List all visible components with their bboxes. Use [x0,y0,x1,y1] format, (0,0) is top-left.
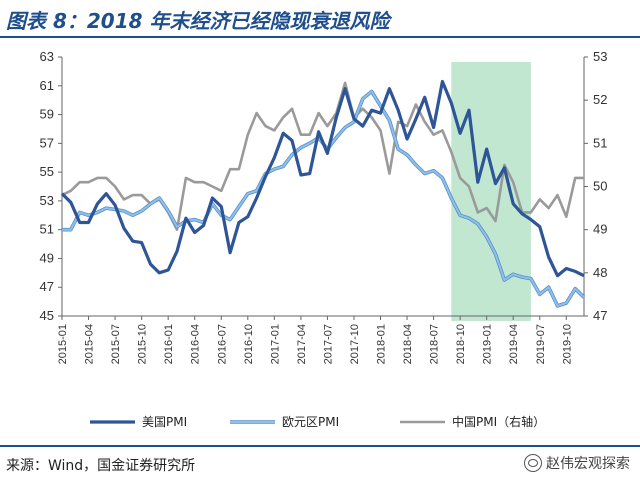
legend-label-0: 美国PMI [142,415,187,429]
x-tick-label: 2019-07 [535,324,547,364]
watermark-text: 赵伟宏观探索 [546,456,630,472]
legend-label-2: 中国PMI（右轴） [452,414,545,429]
watermark: 赵伟宏观探索 [524,453,630,473]
pmi-line-chart: 45 47 49 51 53 55 57 59 61 63 47 48 49 50 51 52 53 2015-0… [40,49,608,429]
source-note: 来源：Wind，国金证券研究所 [6,458,196,474]
y-left-tick-label: 61 [40,78,54,93]
highlight-region [451,62,531,321]
x-tick-label: 2018-10 [455,324,467,364]
x-tick-label: 2017-01 [269,324,281,364]
x-tick-label: 2017-07 [322,324,334,364]
y-right-tick-label: 48 [593,265,607,280]
x-tick-label: 2016-07 [216,324,228,364]
x-tick-label: 2018-07 [429,324,441,364]
y-left-tick-label: 57 [40,135,54,150]
x-tick-label: 2017-10 [349,324,361,364]
y-left-tick-label: 45 [40,308,54,323]
x-tick-label: 2015-07 [110,324,122,364]
x-tick-label: 2016-04 [190,324,202,364]
chart-title: 图表 8：2018 年末经济已经隐现衰退风险 [6,9,390,33]
x-tick-label: 2016-10 [243,324,255,364]
y-right-tick-label: 52 [593,92,607,107]
source-bar: 来源：Wind，国金证券研究所 赵伟宏观探索 [0,445,640,481]
y-right-tick-label: 47 [593,308,607,323]
x-tick-label: 2019-01 [482,324,494,364]
x-tick-label: 2018-01 [376,324,388,364]
series-line-2 [61,81,584,231]
x-tick-label: 2015-04 [84,324,96,364]
y-left-tick-label: 59 [40,107,54,122]
y-left-tick-label: 55 [40,164,54,179]
y-right-tick-label: 51 [593,135,607,150]
x-tick-label: 2017-04 [296,324,308,364]
wechat-icon [524,454,542,472]
x-tick-label: 2019-04 [508,324,520,364]
y-right-tick-label: 50 [593,179,607,194]
x-tick-label: 2015-01 [57,324,69,364]
y-left-tick-label: 63 [40,49,54,64]
x-tick-label: 2018-04 [402,324,414,364]
y-left-tick-label: 49 [40,250,54,265]
x-tick-label: 2019-10 [561,324,573,364]
y-left-tick-label: 47 [40,279,54,294]
x-tick-label: 2015-10 [137,324,149,364]
y-left-tick-label: 53 [40,193,54,208]
series-line-0 [60,79,585,278]
y-right-tick-label: 53 [593,49,607,64]
x-tick-label: 2016-01 [163,324,175,364]
legend-label-1: 欧元区PMI [282,415,339,429]
y-left-tick-label: 51 [40,222,54,237]
y-right-tick-label: 49 [593,222,607,237]
title-bar: 图表 8：2018 年末经济已经隐现衰退风险 [0,0,640,38]
